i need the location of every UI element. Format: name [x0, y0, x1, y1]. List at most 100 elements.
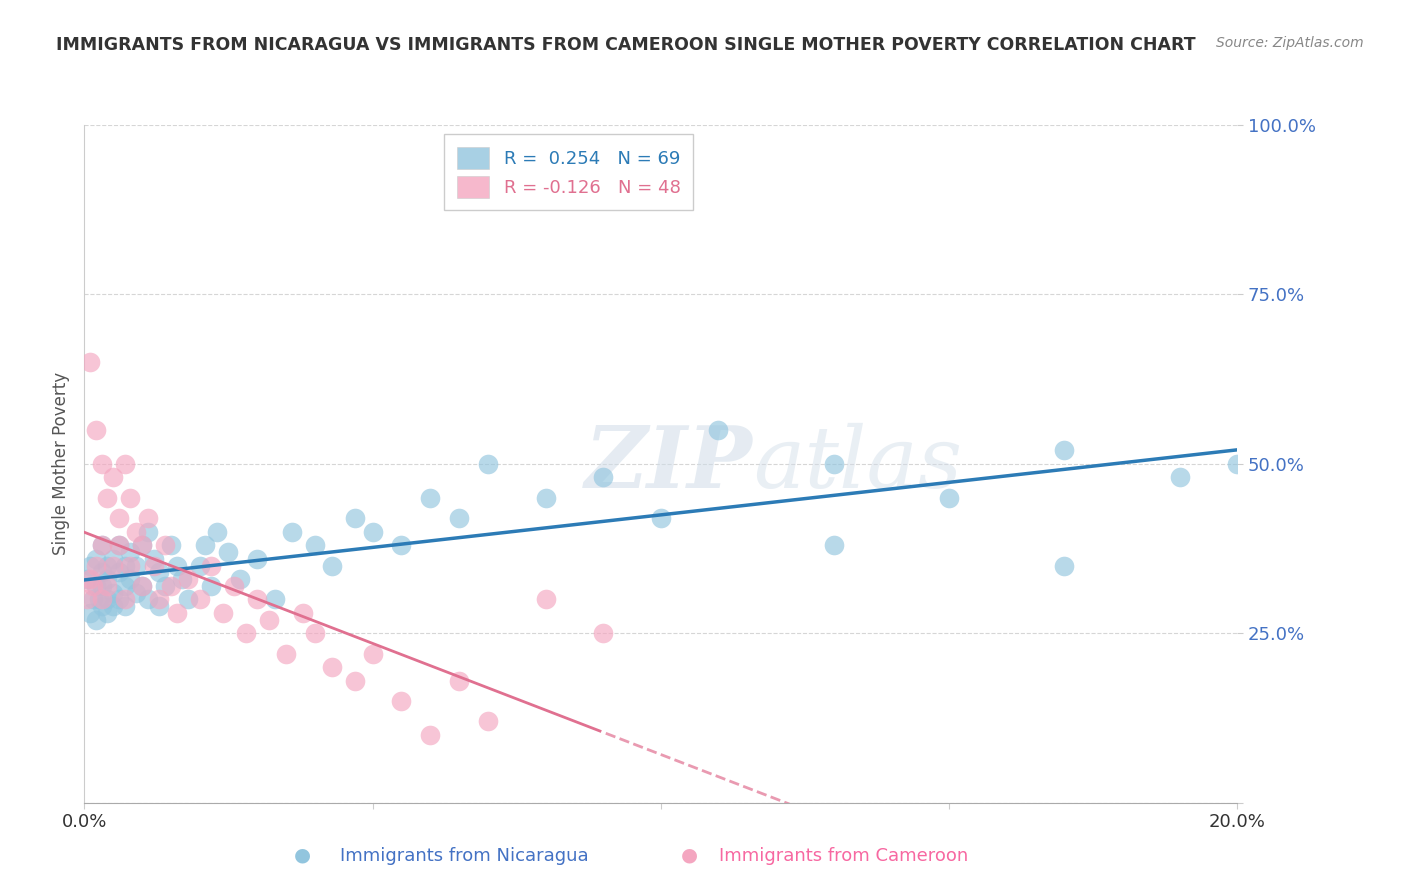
Point [96, 592, 118, 607]
Point [650, 511, 672, 525]
Point [592, 626, 614, 640]
Point [90, 457, 112, 471]
Point [103, 599, 124, 614]
Point [96, 579, 118, 593]
Point [90, 566, 112, 580]
Point [96, 558, 118, 573]
Point [148, 592, 170, 607]
Point [114, 592, 136, 607]
Point [108, 538, 131, 552]
Point [120, 491, 142, 505]
Point [281, 524, 304, 539]
Point [90, 599, 112, 614]
Point [1053, 558, 1076, 573]
Point [292, 606, 315, 620]
Point [246, 551, 269, 566]
Text: Immigrants from Nicaragua: Immigrants from Nicaragua [340, 847, 588, 864]
Point [103, 585, 124, 599]
Point [246, 592, 269, 607]
Point [592, 470, 614, 484]
Point [166, 558, 188, 573]
Point [76, 592, 98, 607]
Point [103, 558, 124, 573]
Point [90, 579, 112, 593]
Point [76, 572, 98, 586]
Point [1226, 457, 1249, 471]
Point [79, 558, 101, 573]
Point [120, 558, 142, 573]
Point [120, 572, 142, 586]
Point [148, 599, 170, 614]
Point [131, 579, 153, 593]
Point [477, 714, 499, 729]
Point [114, 558, 136, 573]
Point [274, 647, 298, 661]
Point [125, 585, 148, 599]
Legend: R =  0.254   N = 69, R = -0.126   N = 48: R = 0.254 N = 69, R = -0.126 N = 48 [444, 134, 693, 211]
Point [136, 524, 159, 539]
Point [96, 572, 118, 586]
Point [304, 538, 326, 552]
Point [131, 538, 153, 552]
Text: Immigrants from Cameroon: Immigrants from Cameroon [718, 847, 969, 864]
Point [131, 579, 153, 593]
Point [823, 538, 845, 552]
Point [534, 491, 557, 505]
Point [108, 592, 131, 607]
Point [361, 647, 384, 661]
Point [108, 511, 131, 525]
Point [344, 511, 367, 525]
Point [79, 606, 101, 620]
Point [103, 470, 124, 484]
Point [82, 592, 104, 607]
Point [166, 606, 188, 620]
Point [177, 592, 200, 607]
Point [114, 579, 136, 593]
Point [321, 558, 343, 573]
Point [108, 566, 131, 580]
Point [82, 579, 104, 593]
Point [447, 511, 470, 525]
Point [304, 626, 326, 640]
Point [177, 572, 200, 586]
Point [361, 524, 384, 539]
Point [194, 538, 217, 552]
Point [235, 626, 257, 640]
Point [108, 538, 131, 552]
Point [217, 545, 239, 559]
Text: IMMIGRANTS FROM NICARAGUA VS IMMIGRANTS FROM CAMEROON SINGLE MOTHER POVERTY CORR: IMMIGRANTS FROM NICARAGUA VS IMMIGRANTS … [56, 36, 1197, 54]
Point [114, 599, 136, 614]
Point [136, 592, 159, 607]
Point [103, 551, 124, 566]
Point [142, 558, 165, 573]
Point [90, 592, 112, 607]
Point [224, 579, 246, 593]
Point [211, 606, 233, 620]
Point [188, 558, 211, 573]
Point [142, 551, 165, 566]
Point [1168, 470, 1191, 484]
Point [131, 538, 153, 552]
Text: atlas: atlas [754, 423, 962, 505]
Point [205, 524, 228, 539]
Point [257, 613, 280, 627]
Point [419, 491, 441, 505]
Point [229, 572, 252, 586]
Point [90, 538, 112, 552]
Text: ●: ● [294, 846, 311, 864]
Point [90, 538, 112, 552]
Point [84, 551, 107, 566]
Text: Source: ZipAtlas.com: Source: ZipAtlas.com [1216, 36, 1364, 50]
Point [84, 613, 107, 627]
Point [823, 457, 845, 471]
Point [172, 572, 194, 586]
Point [1053, 443, 1076, 458]
Point [79, 572, 101, 586]
Point [79, 355, 101, 369]
Point [125, 524, 148, 539]
Point [477, 457, 499, 471]
Point [938, 491, 960, 505]
Point [419, 728, 441, 742]
Point [391, 694, 413, 708]
Y-axis label: Single Mother Poverty: Single Mother Poverty [52, 372, 70, 556]
